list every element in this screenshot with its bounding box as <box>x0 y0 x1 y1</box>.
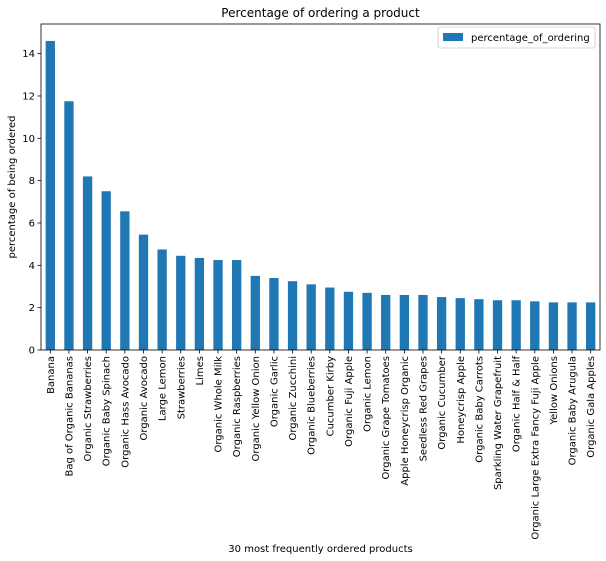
bar <box>45 40 55 351</box>
x-tick-label: Cucumber Kirby <box>325 356 336 436</box>
chart-title: Percentage of ordering a product <box>221 6 420 20</box>
x-tick-label: Sparkling Water Grapefruit <box>493 356 504 490</box>
x-tick-label: Organic Gala Apples <box>586 356 597 458</box>
x-tick-label: Organic Raspberries <box>232 356 243 457</box>
x-tick-label: Large Lemon <box>158 356 169 421</box>
bar <box>567 302 577 350</box>
bar <box>82 176 93 350</box>
x-tick-label: Organic Avocado <box>139 356 150 440</box>
bar <box>455 298 465 350</box>
x-tick-label: Organic Strawberries <box>83 356 94 461</box>
x-tick-label: Organic Lemon <box>363 356 374 432</box>
y-tick-label: 12 <box>22 91 35 102</box>
x-tick-label: Organic Whole Milk <box>214 356 225 453</box>
y-tick-label: 4 <box>29 261 35 272</box>
x-tick-label: Organic Half & Half <box>512 356 523 453</box>
plot-area <box>41 24 600 350</box>
y-tick-label: 14 <box>22 49 35 60</box>
x-tick-label: Organic Baby Spinach <box>102 356 113 466</box>
x-tick-label: Organic Grape Tomatoes <box>381 356 392 480</box>
bar <box>194 257 205 350</box>
y-tick-label: 6 <box>29 218 35 229</box>
legend-box <box>437 26 596 49</box>
x-tick-label: Honeycrisp Apple <box>456 356 467 444</box>
bar <box>176 255 186 350</box>
bar <box>399 294 410 350</box>
x-tick-label: Apple Honeycrisp Organic <box>400 356 411 486</box>
bar <box>436 297 447 350</box>
x-tick-label: Organic Garlic <box>269 356 280 427</box>
legend-swatch <box>443 33 463 41</box>
bar <box>101 191 111 350</box>
x-tick-label: Organic Baby Carrots <box>474 356 485 463</box>
bar <box>138 234 149 350</box>
x-tick-label: Organic Large Extra Fancy Fuji Apple <box>530 356 541 540</box>
legend: percentage_of_ordering <box>437 26 596 49</box>
x-tick-label: Organic Baby Arugula <box>568 356 579 465</box>
x-tick-label: Organic Blueberries <box>307 356 318 455</box>
bar <box>343 291 354 350</box>
x-tick-label: Seedless Red Grapes <box>418 356 429 461</box>
x-tick-label: Bag of Organic Bananas <box>64 356 75 477</box>
y-axis-title: percentage of being ordered <box>7 115 18 258</box>
x-tick-label: Strawberries <box>176 356 187 419</box>
bar <box>120 211 130 350</box>
legend-label: percentage_of_ordering <box>471 33 590 44</box>
x-tick-label: Banana <box>46 356 57 394</box>
y-tick-label: 8 <box>29 176 35 187</box>
x-tick-label: Organic Zucchini <box>288 356 299 441</box>
bar <box>418 294 428 350</box>
bar <box>64 101 74 350</box>
x-tick-label: Organic Cucumber <box>437 355 448 449</box>
bar <box>250 275 260 350</box>
y-tick-label: 2 <box>29 303 35 314</box>
bar <box>586 302 596 350</box>
bar <box>474 299 484 350</box>
bar <box>157 249 167 350</box>
x-tick-label: Yellow Onions <box>549 356 560 426</box>
bar <box>362 292 372 350</box>
x-tick-label: Organic Fuji Apple <box>344 356 355 447</box>
bar <box>530 301 540 350</box>
bar <box>287 281 298 350</box>
x-tick-label: Organic Yellow Onion <box>251 356 262 461</box>
bar <box>269 278 279 350</box>
bar <box>231 260 242 350</box>
plot-border <box>40 23 601 351</box>
bar <box>548 302 559 350</box>
bar <box>306 284 316 350</box>
x-tick-label: Limes <box>195 356 206 385</box>
bar <box>492 300 503 350</box>
bar <box>381 294 391 350</box>
bar <box>213 260 223 350</box>
x-tick-label: Organic Hass Avocado <box>120 356 131 468</box>
y-tick-label: 10 <box>22 134 35 145</box>
y-tick-label: 0 <box>29 346 35 357</box>
bar <box>325 287 335 350</box>
bar <box>511 300 521 350</box>
x-axis-title: 30 most frequently ordered products <box>228 544 412 555</box>
